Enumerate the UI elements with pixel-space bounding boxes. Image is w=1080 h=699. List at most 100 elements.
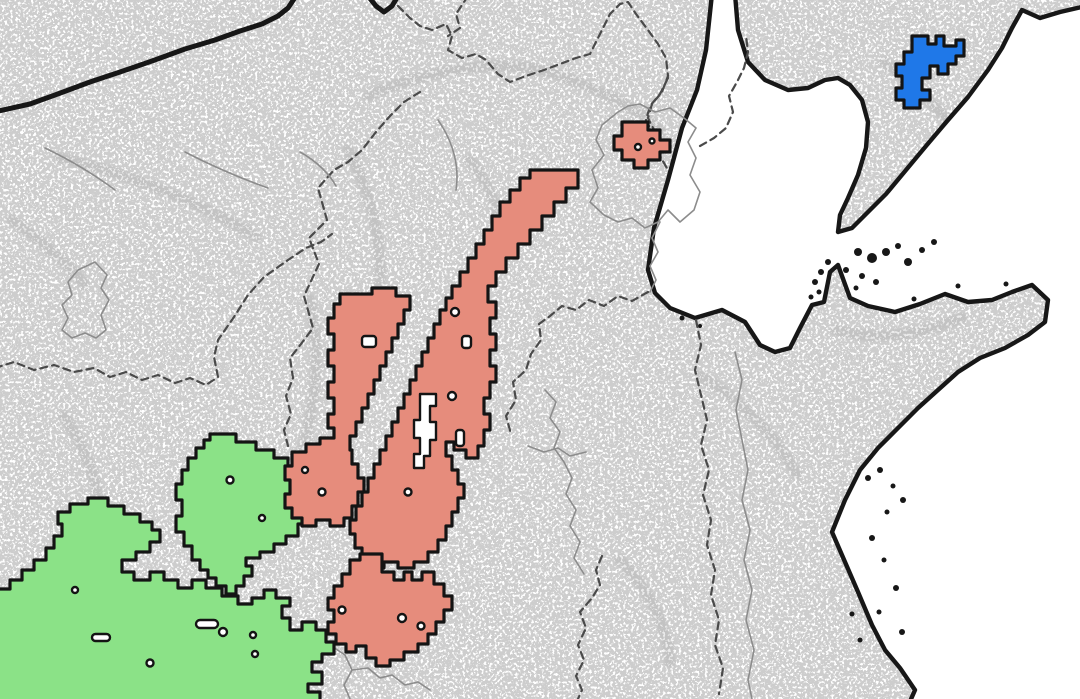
island xyxy=(869,535,875,541)
region-hole xyxy=(248,630,258,640)
region-hole xyxy=(70,585,80,595)
mountain-ridge-shading xyxy=(54,152,264,244)
island xyxy=(698,324,702,328)
islands xyxy=(679,239,1009,643)
region-hole xyxy=(300,465,310,475)
region-hole xyxy=(648,137,656,145)
province-border-dashed xyxy=(698,34,750,148)
prefecture-or-river-line xyxy=(734,351,755,699)
island xyxy=(825,259,831,265)
province-border-dashed xyxy=(0,232,334,387)
coral-cluster-east-body xyxy=(348,168,580,570)
beijing-boundary-loop xyxy=(589,103,701,229)
region-hole xyxy=(225,475,235,485)
province-border-dashed xyxy=(396,0,670,132)
region-hole xyxy=(90,632,112,643)
prefecture-or-river-line xyxy=(44,147,116,191)
mountain-ridges xyxy=(6,56,994,670)
region-hole xyxy=(460,334,473,350)
island xyxy=(854,248,862,256)
island xyxy=(679,315,685,321)
province-border-dashed xyxy=(574,554,604,699)
region-hole xyxy=(360,334,378,349)
highlight-regions-coral xyxy=(283,120,672,668)
island xyxy=(849,611,855,617)
region-hole xyxy=(396,612,408,624)
island xyxy=(900,497,906,503)
bohai-yellow-sea xyxy=(645,0,1080,699)
island xyxy=(919,247,925,253)
region-hole xyxy=(403,487,413,497)
region-hole xyxy=(317,487,327,497)
province-border-dashed xyxy=(446,0,467,38)
province-border-dashed xyxy=(504,290,650,436)
coral-hole-lake xyxy=(412,392,438,470)
island xyxy=(877,467,883,473)
mongolia-border-line xyxy=(0,0,297,114)
blue-cluster-liaodong xyxy=(894,34,966,110)
prefecture-or-river-line xyxy=(351,667,431,691)
island xyxy=(911,296,917,302)
tianjin-boundary xyxy=(649,221,661,293)
region-hole xyxy=(446,390,458,402)
region-hole xyxy=(257,513,267,523)
green-cluster-main xyxy=(0,496,336,699)
highlight-regions-blue xyxy=(894,34,966,110)
island xyxy=(873,279,879,285)
mountain-ridge-shading xyxy=(294,294,322,464)
province-border-dashed xyxy=(282,90,422,448)
region-hole xyxy=(194,618,220,630)
region-hole xyxy=(454,428,466,448)
international-border xyxy=(0,0,399,114)
mountain-ridge-shading xyxy=(6,214,90,290)
prefecture-or-river-line xyxy=(299,151,337,187)
coral-cluster-west-strip xyxy=(283,286,412,528)
province-border-dashed xyxy=(693,318,725,696)
island xyxy=(818,269,824,275)
island xyxy=(1003,281,1009,287)
region-hole xyxy=(337,605,347,615)
region-hole xyxy=(145,658,155,668)
island xyxy=(853,285,859,291)
island xyxy=(859,273,865,279)
mountain-ridge-shading xyxy=(614,554,676,670)
prefecture-or-river-line xyxy=(61,261,110,339)
island xyxy=(857,637,863,643)
region-holes xyxy=(70,137,656,668)
mountain-ridge-shading xyxy=(362,60,562,102)
sea xyxy=(645,0,1080,699)
island xyxy=(808,294,814,300)
island xyxy=(882,248,890,256)
mountain-ridge-shading xyxy=(694,370,804,482)
island xyxy=(931,239,937,245)
mountain-ridge-shading xyxy=(550,68,668,138)
island xyxy=(890,483,896,489)
island xyxy=(816,289,822,295)
island xyxy=(865,475,871,481)
region-hole xyxy=(416,621,426,631)
prefecture-or-river-line xyxy=(437,119,458,191)
prefecture-or-river-line xyxy=(184,151,269,189)
island xyxy=(893,585,899,591)
island xyxy=(955,283,961,289)
mountain-ridge-shading xyxy=(830,312,968,342)
prefecture-or-river-line xyxy=(527,445,587,457)
region-hole xyxy=(250,649,260,659)
island xyxy=(867,253,877,263)
mongolia-border-line xyxy=(367,0,399,15)
island xyxy=(812,279,818,285)
minor-lines xyxy=(44,103,755,699)
island xyxy=(899,629,905,635)
island xyxy=(904,258,912,266)
coral-cluster-beijing xyxy=(612,120,672,170)
prefecture-or-river-line xyxy=(544,389,585,575)
region-hole xyxy=(633,142,643,152)
island xyxy=(881,557,887,563)
island xyxy=(884,509,890,515)
highlight-regions-green xyxy=(0,432,336,699)
island xyxy=(895,243,901,249)
island xyxy=(843,267,849,273)
coral-cluster-southwest xyxy=(326,552,454,668)
